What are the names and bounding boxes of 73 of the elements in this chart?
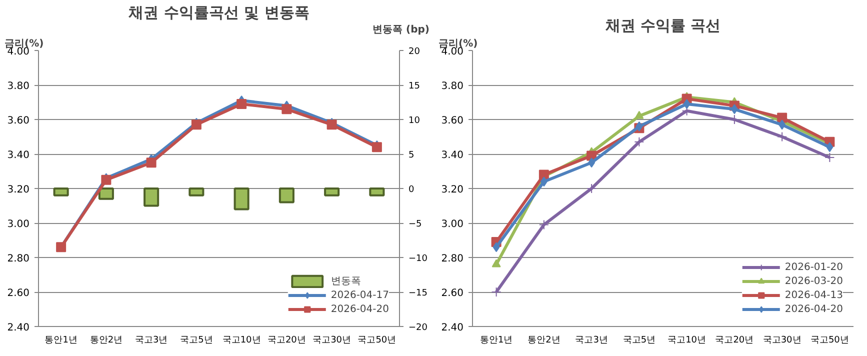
y-tick-label: 2.40 (7, 322, 30, 334)
y2-tick-label: −15 (408, 288, 428, 298)
y2-tick-label: 5 (408, 150, 414, 160)
x-tick-label: 국고10년 (668, 336, 706, 346)
point (634, 136, 644, 147)
y2-tick-label: 10 (408, 116, 420, 126)
x-tick-label: 국고3년 (575, 336, 608, 346)
y-tick-label: 2.40 (441, 322, 464, 334)
point (586, 184, 597, 194)
point (634, 110, 644, 119)
legend-label: 2026-03-20 (784, 274, 843, 288)
y2-axis-title: 변동폭 (bp) (372, 24, 430, 36)
point (538, 220, 549, 230)
point (777, 132, 788, 142)
legend-label: 2026-04-20 (330, 302, 389, 316)
x-tick-label: 국고50년 (810, 336, 849, 346)
point (146, 158, 156, 168)
point (588, 158, 596, 168)
x-tick-label: 국고5년 (180, 336, 213, 346)
point (778, 120, 786, 130)
y-tick-label: 3.20 (441, 184, 464, 196)
chart-title: 채권 수익률 곡선 (604, 16, 721, 34)
y2-tick-label: 20 (408, 47, 420, 57)
y-axis-title: 금리(%) (4, 38, 44, 50)
y-tick-label: 2.60 (441, 288, 464, 299)
x-tick-label: 통안1년 (44, 336, 78, 346)
y-tick-label: 2.80 (7, 254, 30, 264)
x-tick-label: 통안1년 (480, 336, 513, 346)
x-tick-label: 국고20년 (267, 336, 306, 346)
y-tick-label: 3.00 (441, 219, 464, 230)
y-tick-label: 4.00 (7, 46, 30, 58)
y-tick-label: 2.60 (7, 288, 30, 299)
y-axis-title: 금리(%) (438, 38, 478, 50)
legend-label: 2026-04-13 (784, 288, 843, 302)
y2-tick-label: −5 (408, 220, 422, 230)
x-tick-label: 국고3년 (134, 336, 168, 346)
legend-label: 2026-01-20 (784, 260, 843, 274)
point (492, 242, 500, 252)
y2-tick-label: 0 (408, 185, 414, 195)
x-tick-label: 국고30년 (762, 336, 802, 346)
legend-label: 2026-04-20 (784, 302, 843, 316)
y-tick-label: 3.60 (7, 116, 30, 126)
point (540, 176, 548, 187)
y-tick-label: 3.40 (441, 150, 464, 161)
y-tick-label: 3.80 (7, 81, 30, 92)
chart-title: 채권 수익률곡선 및 변동폭 (128, 4, 310, 22)
point (683, 98, 690, 109)
legend-label: 2026-04-17 (330, 288, 389, 302)
x-tick-label: 국고10년 (222, 336, 261, 346)
y-tick-label: 4.00 (441, 46, 464, 58)
y-tick-label: 3.20 (7, 184, 30, 196)
y-tick-label: 3.80 (441, 81, 464, 92)
point (491, 287, 502, 297)
x-tick-label: 통안2년 (528, 336, 560, 346)
x-tick-label: 국고30년 (312, 336, 352, 346)
point (492, 259, 501, 268)
y-tick-label: 3.40 (7, 150, 30, 161)
y2-tick-label: −20 (408, 323, 428, 333)
y2-tick-label: 15 (408, 82, 420, 92)
y-tick-label: 3.60 (441, 116, 464, 126)
point (282, 104, 292, 114)
y2-tick-label: −10 (408, 254, 428, 264)
point (824, 152, 835, 162)
x-tick-label: 국고20년 (715, 336, 754, 346)
point (236, 98, 247, 109)
x-tick-label: 국고50년 (358, 336, 396, 346)
legend-label: 변동폭 (330, 275, 361, 288)
y-tick-label: 3.00 (7, 219, 30, 230)
y-tick-label: 2.80 (441, 254, 464, 264)
point (730, 104, 738, 114)
x-tick-label: 통안2년 (90, 336, 123, 346)
point (826, 142, 834, 152)
x-tick-label: 국고5년 (622, 336, 656, 346)
